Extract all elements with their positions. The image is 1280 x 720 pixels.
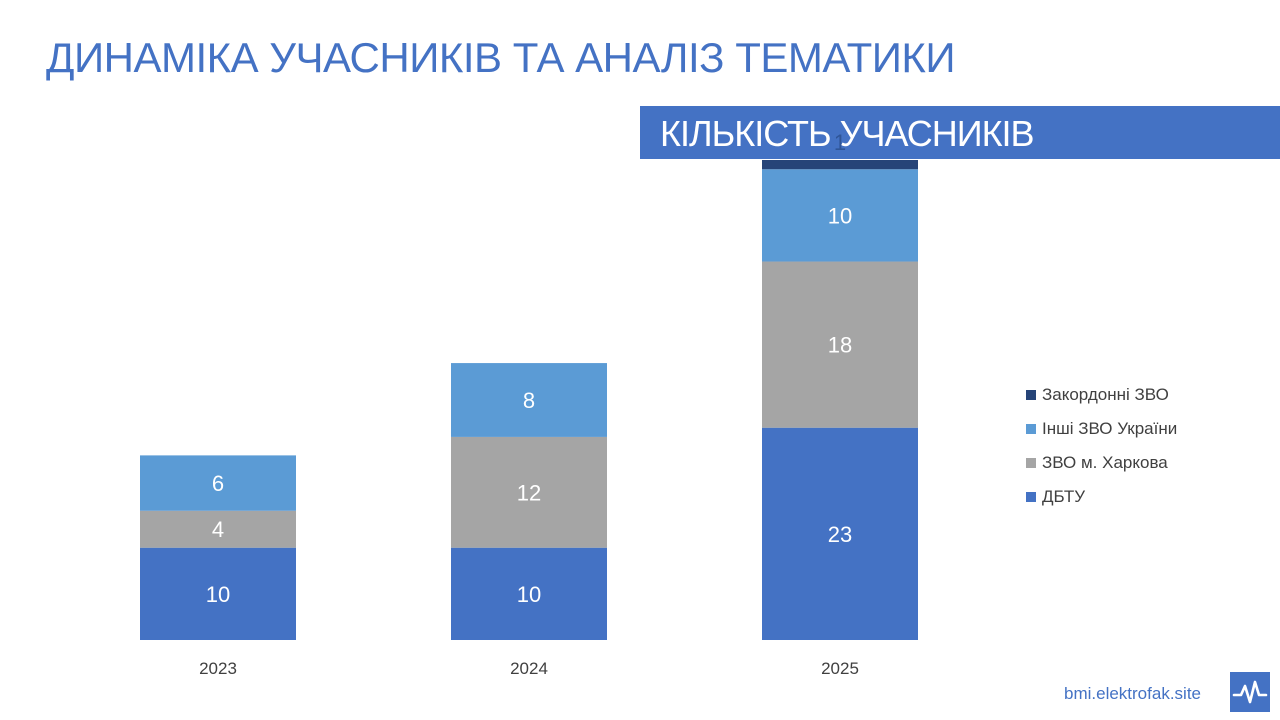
bar-segment-2023-2 [140,455,296,511]
legend-swatch [1026,458,1036,468]
legend-label: ЗВО м. Харкова [1042,453,1168,472]
bar-segment-2025-0 [762,427,918,640]
section-banner: КІЛЬКІСТЬ УЧАСНИКІВ [640,106,1280,159]
data-label-2023-1: 4 [212,517,224,542]
legend-swatch [1026,424,1036,434]
footer-site-link[interactable]: bmi.elektrofak.site [1064,684,1201,703]
bar-segment-2025-1 [762,261,918,428]
x-tick-label-2023: 2023 [199,659,237,678]
legend-item: ДБТУ [1026,480,1177,514]
slide-title: ДИНАМІКА УЧАСНИКІВ ТА АНАЛІЗ ТЕМАТИКИ [46,34,956,81]
legend-swatch [1026,492,1036,502]
section-title: КІЛЬКІСТЬ УЧАСНИКІВ [660,113,1035,154]
bar-segment-2023-1 [140,510,296,548]
labels-layer: 10 4 6 2023 10 12 8 2024 23 18 10 1 2025 [199,130,859,678]
legend-item: ЗВО м. Харкова [1026,446,1177,480]
data-label-2023-2: 6 [212,471,224,496]
bar-segment-2025-2 [762,169,918,262]
x-tick-label-2024: 2024 [510,659,548,678]
data-label-2023-0: 10 [206,582,230,607]
data-label-2025-1: 18 [828,333,852,358]
legend-swatch [1026,390,1036,400]
x-tick-label-2025: 2025 [821,659,859,678]
data-label-2024-0: 10 [517,582,541,607]
bar-segment-2025-3 [762,160,918,170]
legend-label: Закордонні ЗВО [1042,385,1169,404]
legend-label: Інші ЗВО України [1042,419,1178,438]
data-label-2025-0: 23 [828,522,852,547]
pulse-line-icon [1230,672,1270,712]
legend-item: Інші ЗВО України [1026,412,1177,446]
bar-segment-2024-1 [451,436,607,548]
legend-item: Закордонні ЗВО [1026,378,1177,412]
bar-segment-2024-0 [451,547,607,640]
data-label-2024-1: 12 [517,480,541,505]
bar-segment-2024-2 [451,363,607,437]
bars-layer [140,160,918,640]
data-label-2025-3: 1 [834,130,846,155]
bar-segment-2023-0 [140,547,296,640]
chart-legend: Закордонні ЗВО Інші ЗВО України ЗВО м. Хар… [1026,378,1177,514]
data-label-2024-2: 8 [523,388,535,413]
legend-label: ДБТУ [1042,487,1086,506]
data-label-2025-2: 10 [828,203,852,228]
